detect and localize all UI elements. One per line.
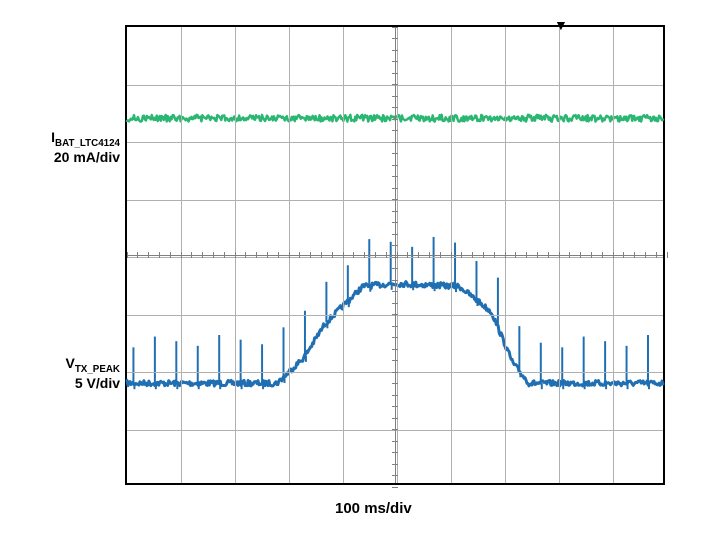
- ch2-label: VTX_PEAK5 V/div: [38, 356, 120, 391]
- scope-frame: ▼: [125, 25, 665, 485]
- ch1-label: IBAT_LTC412420 mA/div: [20, 130, 120, 165]
- oscilloscope-plot: ▼: [125, 25, 665, 485]
- trigger-marker: ▼: [554, 17, 568, 33]
- timebase-label: 100 ms/div: [335, 500, 412, 517]
